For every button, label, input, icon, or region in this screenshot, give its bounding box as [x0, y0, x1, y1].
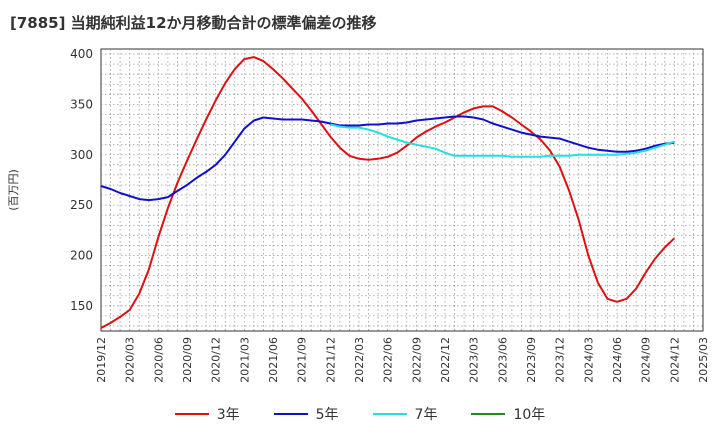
- y-tick-label: 250: [70, 198, 93, 212]
- y-tick-label: 350: [70, 97, 93, 111]
- y-tick-label: 400: [70, 47, 93, 61]
- x-tick-label: 2024/03: [582, 337, 595, 383]
- legend-item-7y: 7年: [372, 404, 438, 424]
- x-tick-label: 2023/03: [468, 337, 481, 383]
- x-tick-label: 2020/03: [124, 337, 137, 383]
- x-tick-label: 2021/03: [238, 337, 251, 383]
- x-tick-label: 2024/06: [611, 337, 624, 383]
- x-tick-label: 2023/06: [496, 337, 509, 383]
- legend-swatch-5y: [273, 413, 308, 415]
- x-tick-label: 2022/06: [382, 337, 395, 383]
- x-tick-label: 2021/12: [324, 337, 337, 383]
- series-line-0: [100, 56, 675, 329]
- x-tick-label: 2020/12: [210, 337, 223, 383]
- y-tick-label: 300: [70, 148, 93, 162]
- x-tick-label: 2024/12: [668, 337, 681, 383]
- x-tick-label: 2020/09: [181, 337, 194, 383]
- x-tick-label: 2022/09: [410, 337, 423, 383]
- series-line-1: [100, 115, 675, 202]
- x-tick-label: 2020/06: [152, 337, 165, 383]
- legend-label-7y: 7年: [414, 407, 438, 423]
- y-tick-label: 150: [70, 299, 93, 313]
- x-tick-label: 2019/12: [95, 337, 108, 383]
- plot-frame: [100, 48, 704, 332]
- legend-item-10y: 10年: [471, 404, 545, 424]
- x-tick-label: 2024/09: [640, 337, 653, 383]
- legend-label-10y: 10年: [513, 407, 546, 423]
- legend-item-3y: 3年: [174, 404, 240, 424]
- legend-swatch-7y: [372, 413, 407, 415]
- legend-label-3y: 3年: [216, 407, 240, 423]
- x-tick-label: 2022/03: [353, 337, 366, 383]
- legend-swatch-3y: [174, 413, 209, 415]
- chart-legend: 3年 5年 7年 10年: [0, 404, 720, 424]
- legend-item-5y: 5年: [273, 404, 339, 424]
- series-line-2: [330, 123, 675, 158]
- chart-title: [7885] 当期純利益12か月移動合計の標準偏差の推移: [10, 14, 377, 32]
- x-tick-label: 2021/06: [267, 337, 280, 383]
- x-tick-label: 2023/12: [554, 337, 567, 383]
- legend-label-5y: 5年: [315, 407, 339, 423]
- x-tick-label: 2025/03: [697, 337, 710, 383]
- x-tick-label: 2022/12: [439, 337, 452, 383]
- x-tick-label: 2021/09: [296, 337, 309, 383]
- legend-swatch-10y: [471, 413, 506, 415]
- y-tick-label: 200: [70, 248, 93, 262]
- x-tick-label: 2023/09: [525, 337, 538, 383]
- y-axis-label: (百万円): [7, 169, 20, 211]
